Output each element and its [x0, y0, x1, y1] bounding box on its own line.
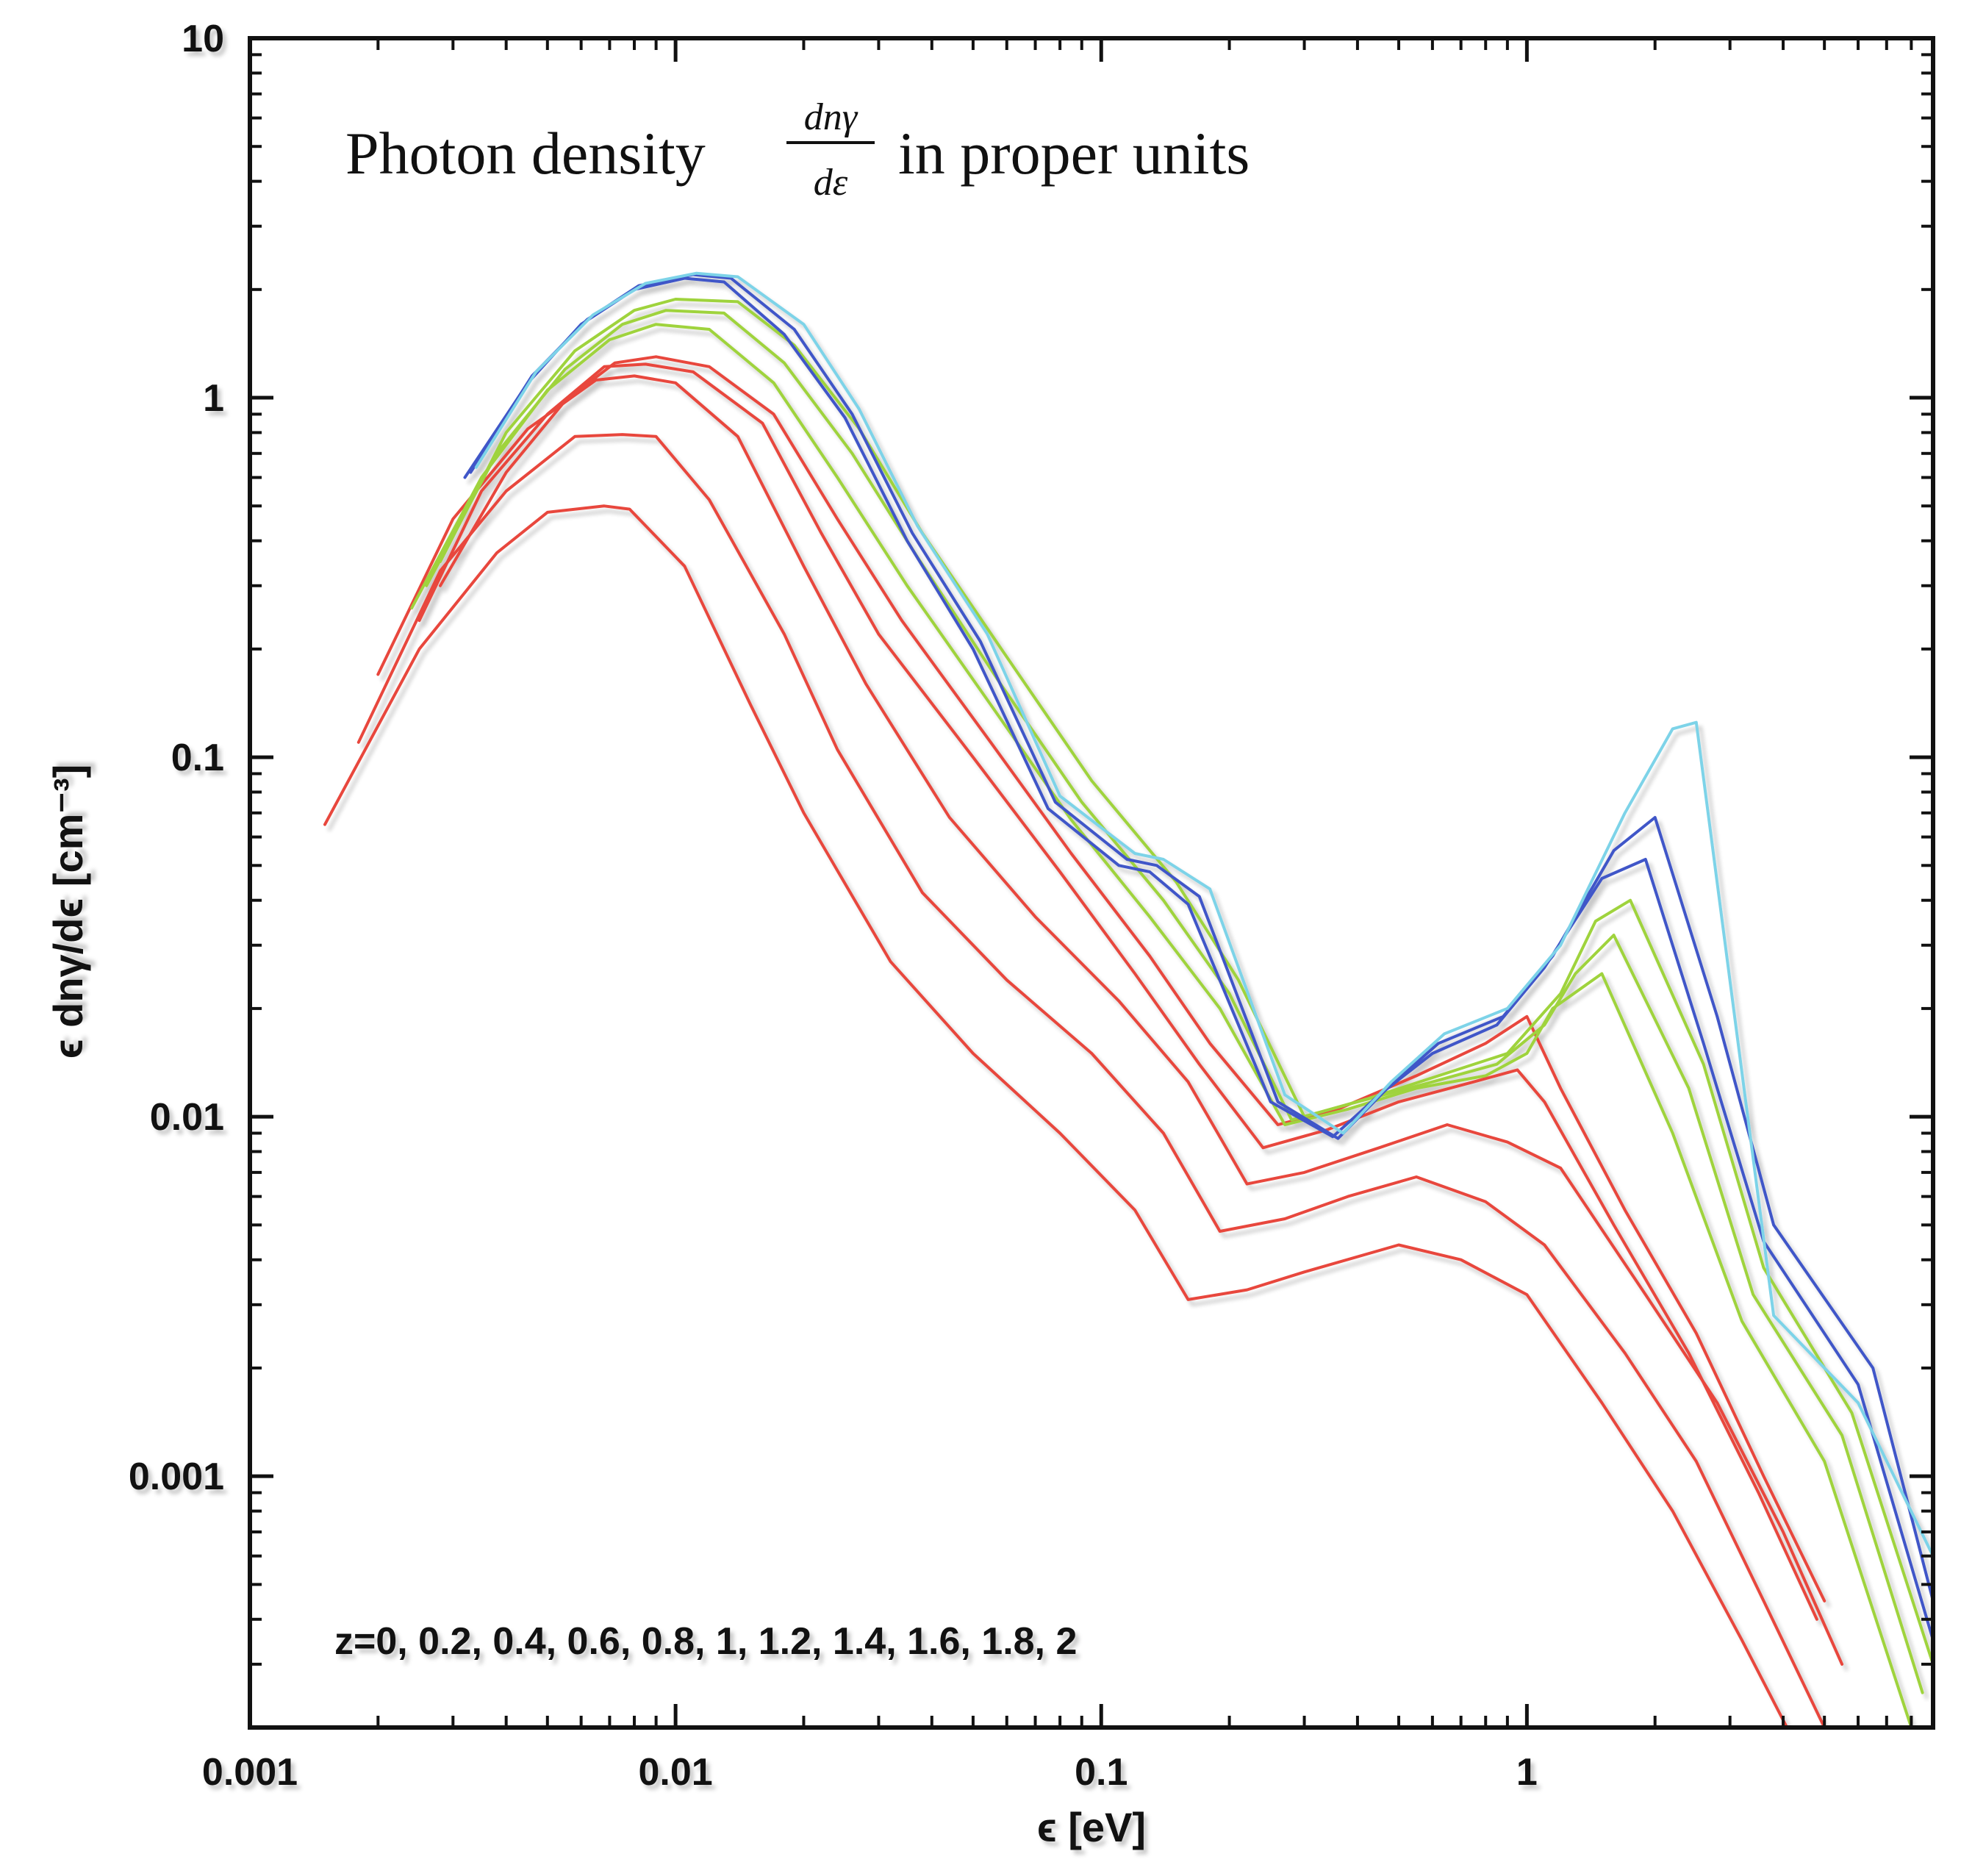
series-line-8: [463, 276, 1933, 1642]
series-line-4: [439, 355, 1826, 1603]
y-tick-label-1: 1: [203, 377, 224, 420]
series-line-10: [474, 271, 1933, 1558]
plot-frame: [248, 36, 1935, 1730]
x-axis-label: ϵ [eV]: [1037, 1804, 1146, 1850]
series-line-5: [410, 323, 1913, 1728]
series-line-0: [323, 504, 1789, 1728]
y-tick-label-0: 10: [182, 18, 224, 60]
y-tick-label-4: 0.001: [129, 1456, 224, 1498]
chart-title: Photon density dnγ dε in proper units: [345, 96, 1250, 204]
title-fraction-numerator: dnγ: [804, 96, 858, 138]
series-line-2: [376, 374, 1844, 1666]
y-tick-label-3: 0.01: [150, 1096, 224, 1139]
title-fraction-denominator: dε: [814, 162, 848, 204]
tick-labels: 0.001 0.01 0.1 1 10 1 0.1 0.01 0.001: [129, 18, 1538, 1794]
major-ticks: [248, 36, 1933, 1728]
x-tick-label-2: 0.1: [1075, 1751, 1128, 1794]
x-tick-label-3: 1: [1516, 1751, 1538, 1794]
x-tick-label-1: 0.01: [639, 1751, 713, 1794]
series-layer: [323, 271, 1933, 1728]
title-suffix: in proper units: [898, 120, 1250, 187]
title-main: Photon density: [345, 120, 706, 187]
series-line-1: [356, 433, 1826, 1728]
series-line-3: [417, 362, 1818, 1621]
minor-ticks: [250, 38, 1933, 1728]
series-line-7: [439, 298, 1933, 1666]
x-tick-label-0: 0.001: [202, 1751, 298, 1794]
y-tick-label-2: 0.1: [171, 737, 224, 779]
series-line-6: [425, 309, 1924, 1694]
series-line-9: [469, 273, 1933, 1603]
redshift-annotation: z=0, 0.2, 0.4, 0.6, 0.8, 1, 1.2, 1.4, 1.…: [334, 1620, 1077, 1663]
y-axis-label: ϵ dnγ/dϵ [cm⁻³]: [45, 765, 91, 1059]
